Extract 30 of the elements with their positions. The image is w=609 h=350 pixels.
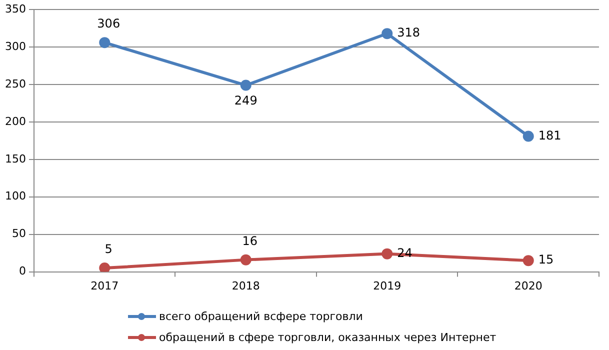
data-label: 5 xyxy=(104,242,112,256)
data-label: 15 xyxy=(538,252,554,267)
point xyxy=(522,130,534,142)
y-tick-label: 300 xyxy=(4,40,26,53)
point xyxy=(99,262,110,272)
data-label: 306 xyxy=(97,16,120,31)
y-tick-label: 100 xyxy=(4,190,26,203)
y-tick-label: 350 xyxy=(4,2,26,16)
point xyxy=(240,80,252,91)
legend-label: обращений в сфере торговли, оказанных через Интернет xyxy=(159,331,496,344)
y-tick-label: 150 xyxy=(4,152,26,166)
data-label: 24 xyxy=(397,246,412,260)
point xyxy=(382,28,393,40)
y-tick-label: 50 xyxy=(12,227,26,240)
data-label: 249 xyxy=(234,93,258,108)
x-tick-label: 2018 xyxy=(232,279,260,292)
point xyxy=(522,255,534,266)
y-tick-label: 0 xyxy=(18,264,26,278)
point xyxy=(382,248,393,260)
x-tick-label: 2017 xyxy=(90,279,119,292)
y-tick-label: 200 xyxy=(4,114,26,128)
data-label: 16 xyxy=(242,234,258,248)
data-label: 318 xyxy=(397,26,420,40)
point xyxy=(240,254,252,266)
point xyxy=(99,37,110,48)
y-tick-label: 250 xyxy=(4,77,26,90)
x-tick-label: 2019 xyxy=(373,279,402,292)
x-tick-label: 2020 xyxy=(514,279,542,292)
data-label: 181 xyxy=(538,128,562,142)
legend-label: всего обращений всфере торговли xyxy=(159,310,363,323)
